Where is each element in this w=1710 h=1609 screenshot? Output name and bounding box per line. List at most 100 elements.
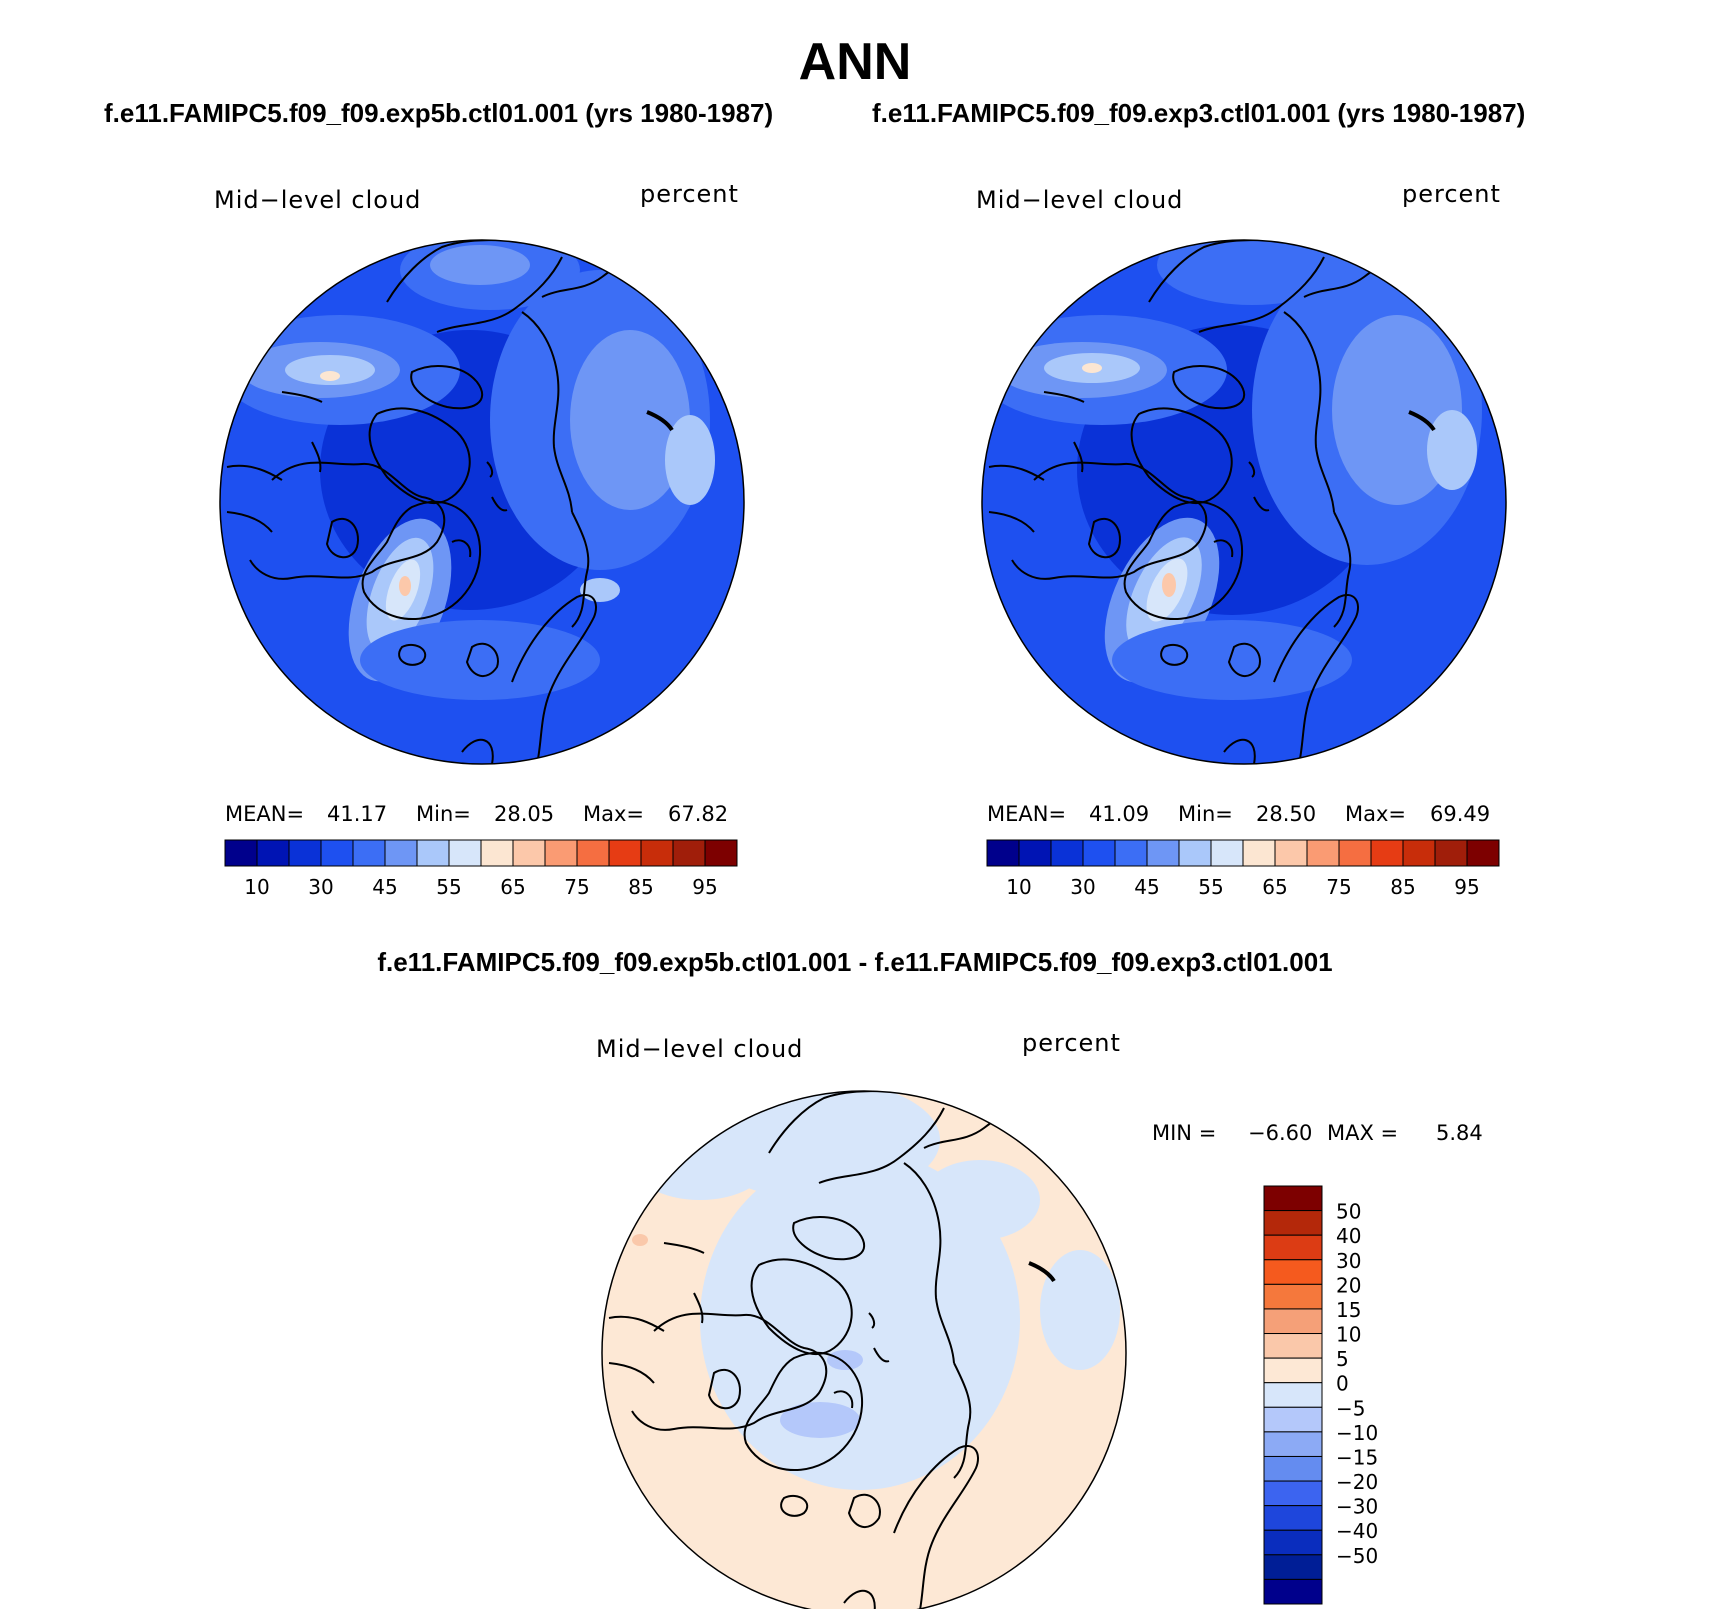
colorbar-swatch (288, 839, 322, 867)
panel-2-variable-label: Mid−level cloud (976, 186, 1184, 214)
colorbar-swatch (1263, 1382, 1323, 1408)
colorbar-swatch (704, 839, 738, 867)
colorbar-swatch (1338, 839, 1372, 867)
colorbar-swatch (1306, 839, 1340, 867)
colorbar-tick-label: 50 (1336, 1200, 1361, 1224)
colorbar-swatch (1263, 1578, 1323, 1605)
colorbar-swatch (1263, 1234, 1323, 1261)
colorbar-tick-label: 75 (1326, 875, 1351, 899)
panel-2-mean-label: MEAN= (987, 802, 1067, 826)
colorbar-swatch (480, 839, 514, 867)
colorbar-tick-label: 65 (500, 875, 525, 899)
colorbar-tick-label: −10 (1336, 1421, 1378, 1445)
colorbar-tick-label: −30 (1336, 1495, 1378, 1519)
panel-1-units-label: percent (640, 180, 739, 208)
colorbar-tick-label: 40 (1336, 1224, 1361, 1248)
colorbar-swatch (1178, 839, 1212, 867)
panel-1-case-title: f.e11.FAMIPC5.f09_f09.exp5b.ctl01.001 (y… (104, 98, 774, 128)
colorbar-swatch (1263, 1480, 1323, 1507)
colorbar-tick-label: 75 (564, 875, 589, 899)
colorbar-tick-label: 30 (308, 875, 333, 899)
colorbar-swatch (1263, 1455, 1323, 1482)
colorbar-swatch (608, 839, 642, 867)
colorbar-swatch (1263, 1308, 1323, 1335)
panel-1-mean-label: MEAN= (225, 802, 305, 826)
colorbar-tick-label: −5 (1336, 1396, 1365, 1420)
colorbar-tick-label: 85 (1390, 875, 1415, 899)
colorbar-swatch (1242, 839, 1276, 867)
panel-2-colorbar: 10 30 45 55 65 75 85 95 (986, 839, 1500, 899)
colorbar-swatch (1263, 1333, 1323, 1359)
colorbar-swatch (544, 839, 578, 867)
main-title: ANN (798, 33, 912, 91)
colorbar-swatch (640, 839, 674, 867)
colorbar-tick-label: 10 (244, 875, 269, 899)
colorbar-swatch (1114, 839, 1148, 867)
panel-1-min-value: 28.05 (494, 802, 555, 826)
colorbar-swatch (416, 839, 450, 867)
map-panel-1 (219, 239, 745, 765)
difference-min-value: −6.60 (1248, 1121, 1313, 1145)
colorbar-swatch (256, 839, 290, 867)
map-difference (601, 1090, 1127, 1609)
difference-max-value: 5.84 (1436, 1121, 1483, 1145)
colorbar-tick-label: 95 (692, 875, 717, 899)
panel-2-min-value: 28.50 (1256, 802, 1317, 826)
colorbar-swatch (1263, 1529, 1323, 1556)
colorbar-tick-label: −40 (1336, 1519, 1378, 1543)
colorbar-swatch (576, 839, 610, 867)
colorbar-tick-label: 5 (1336, 1347, 1349, 1371)
colorbar-swatch (1263, 1554, 1323, 1580)
colorbar-tick-label: 10 (1006, 875, 1031, 899)
colorbar-swatch (1263, 1210, 1323, 1236)
colorbar-tick-label: 85 (628, 875, 653, 899)
colorbar-swatch (512, 839, 546, 867)
panel-2-min-label: Min= (1178, 802, 1233, 826)
colorbar-swatch (1263, 1406, 1323, 1433)
colorbar-tick-label: 20 (1336, 1273, 1361, 1297)
colorbar-tick-label: 15 (1336, 1298, 1361, 1322)
colorbar-swatch (1082, 839, 1116, 867)
colorbar-swatch (1263, 1185, 1323, 1212)
colorbar-tick-label: −15 (1336, 1445, 1378, 1469)
colorbar-tick-label: 30 (1336, 1249, 1361, 1273)
panel-1-max-value: 67.82 (668, 802, 729, 826)
colorbar-tick-label: 30 (1070, 875, 1095, 899)
colorbar-swatch (1434, 839, 1468, 867)
panel-2-max-label: Max= (1345, 802, 1407, 826)
colorbar-swatch (1274, 839, 1308, 867)
panel-1-max-label: Max= (583, 802, 645, 826)
panel-2-case-title: f.e11.FAMIPC5.f09_f09.exp3.ctl01.001 (yr… (872, 98, 1526, 128)
panel-1-min-label: Min= (416, 802, 471, 826)
colorbar-swatch (1370, 839, 1404, 867)
colorbar-tick-label: 0 (1336, 1372, 1349, 1396)
colorbar-swatch (1263, 1431, 1323, 1457)
panel-2-mean-value: 41.09 (1089, 802, 1150, 826)
colorbar-swatch (1263, 1283, 1323, 1310)
colorbar-tick-label: −20 (1336, 1470, 1378, 1494)
colorbar-swatch (1050, 839, 1084, 867)
colorbar-tick-label: 45 (1134, 875, 1159, 899)
difference-title: f.e11.FAMIPC5.f09_f09.exp5b.ctl01.001 - … (377, 947, 1333, 977)
difference-max-label: MAX = (1327, 1121, 1399, 1145)
colorbar-swatch (1018, 839, 1052, 867)
colorbar-swatch (1402, 839, 1436, 867)
colorbar-swatch (448, 839, 482, 867)
difference-variable-label: Mid−level cloud (596, 1035, 804, 1063)
colorbar-tick-label: −50 (1336, 1544, 1378, 1568)
colorbar-swatch (1263, 1505, 1323, 1531)
difference-min-label: MIN = (1152, 1121, 1217, 1145)
colorbar-swatch (384, 839, 418, 867)
colorbar-swatch (224, 839, 258, 867)
colorbar-swatch (320, 839, 354, 867)
colorbar-swatch (1146, 839, 1180, 867)
colorbar-tick-label: 10 (1336, 1323, 1361, 1347)
colorbar-tick-label: 45 (372, 875, 397, 899)
map-panel-2 (981, 239, 1507, 765)
colorbar-swatch (1263, 1357, 1323, 1384)
difference-units-label: percent (1022, 1029, 1121, 1057)
colorbar-swatch (1210, 839, 1244, 867)
panel-1-mean-value: 41.17 (327, 802, 388, 826)
